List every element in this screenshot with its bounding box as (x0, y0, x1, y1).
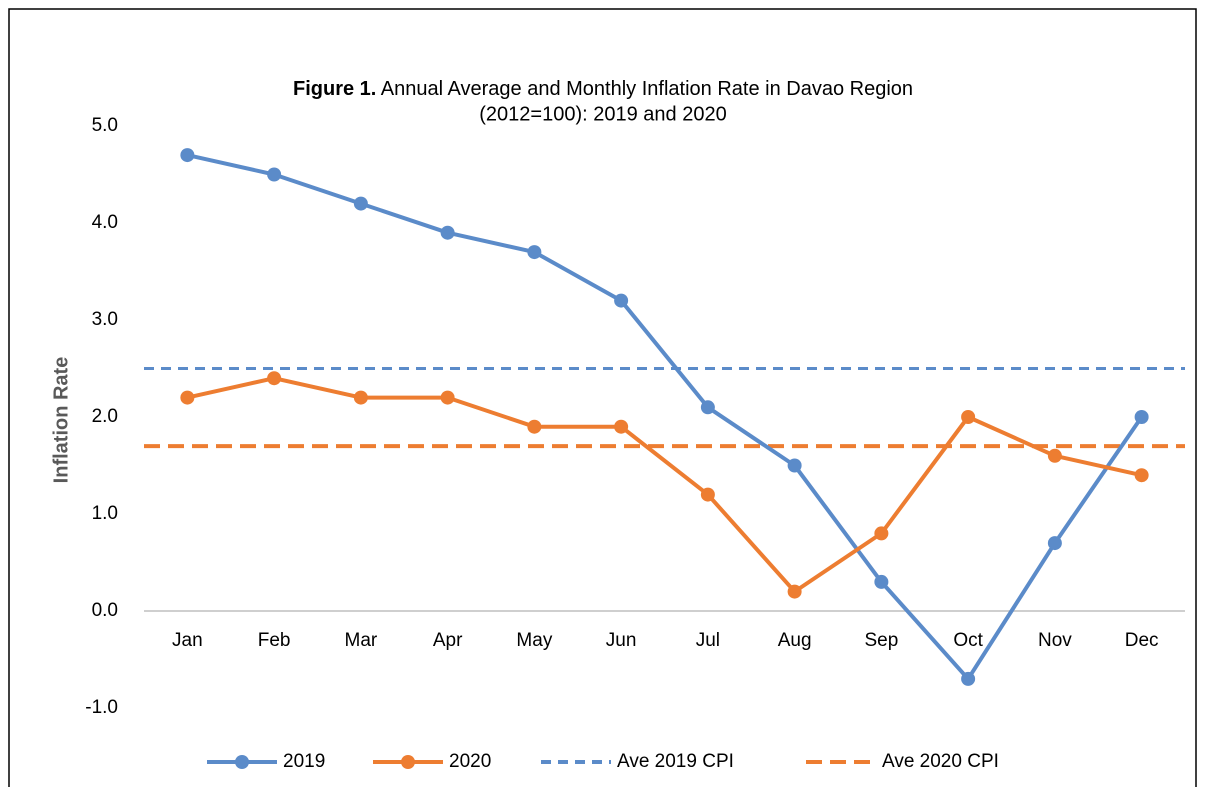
point (614, 293, 629, 308)
x-tick-label: Sep (864, 630, 898, 651)
legend-label: Ave 2020 CPI (882, 751, 999, 772)
y-tick-label: -1.0 (85, 697, 118, 718)
y-tick-label: 1.0 (92, 503, 118, 524)
point (267, 371, 282, 386)
point (180, 148, 195, 163)
y-tick-label: 5.0 (92, 115, 118, 136)
y-tick-label: 2.0 (92, 406, 118, 427)
point (527, 245, 542, 260)
point (787, 458, 802, 473)
point (440, 225, 455, 240)
x-tick-label: Jan (172, 630, 203, 651)
y-tick-label: 4.0 (92, 212, 118, 233)
x-tick-label: Feb (258, 630, 291, 651)
legend-marker (401, 755, 415, 769)
frame (8, 8, 1197, 787)
x-tick-label: Jul (696, 630, 720, 651)
x-tick-label: Apr (433, 630, 463, 651)
point (614, 419, 629, 434)
title-prefix: Figure 1. (293, 78, 376, 100)
series-line (186, 376, 1143, 594)
point (353, 390, 368, 405)
point (961, 410, 976, 424)
point (787, 584, 802, 599)
x-tick-label: May (516, 630, 552, 651)
point (700, 487, 715, 502)
chart-title: Figure 1. Annual Average and Monthly Inf… (293, 78, 913, 100)
y-tick-label: 0.0 (92, 600, 118, 621)
legend-label: 2020 (449, 751, 491, 772)
point (353, 196, 368, 211)
point (527, 419, 542, 434)
y-axis-label: Inflation Rate (50, 357, 72, 484)
x-tick-label: Aug (778, 630, 812, 651)
point (440, 390, 455, 405)
x-tick-label: Mar (345, 630, 378, 651)
x-tick-label: Nov (1038, 630, 1072, 651)
point (874, 526, 889, 541)
y-tick-label: 3.0 (92, 309, 118, 330)
point (700, 400, 715, 415)
chart-subtitle: (2012=100): 2019 and 2020 (479, 103, 726, 125)
legend-label: Ave 2019 CPI (617, 751, 734, 772)
point (961, 671, 976, 686)
point (267, 167, 282, 182)
point (180, 390, 195, 405)
title-text: Annual Average and Monthly Inflation Rat… (381, 78, 913, 100)
legend-marker (235, 755, 249, 769)
point (1134, 468, 1149, 483)
series-line (186, 153, 1144, 681)
point (874, 574, 889, 589)
x-tick-label: Jun (606, 630, 637, 651)
x-tick-label: Dec (1125, 630, 1159, 651)
point (1047, 536, 1062, 551)
point (1047, 448, 1062, 463)
legend-label: 2019 (283, 751, 325, 772)
x-tick-label: Oct (953, 630, 983, 651)
point (1134, 410, 1149, 424)
